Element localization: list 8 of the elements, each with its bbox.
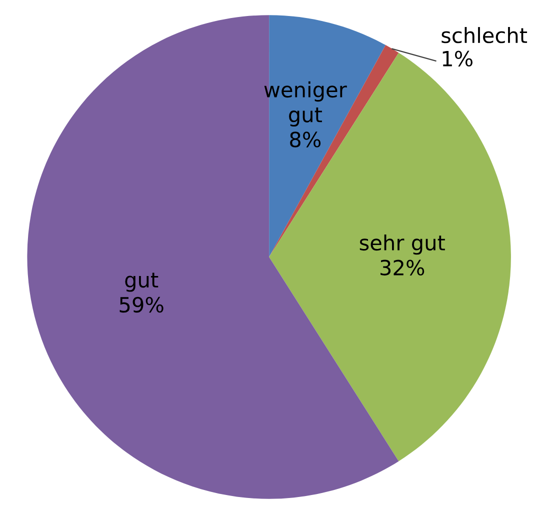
slice-label: gut [125,272,158,292]
data-label: 59% [120,296,164,313]
slice-label: weniger gut [264,81,347,127]
slice-label: sehr gut [360,234,445,255]
data-label: 32% [380,260,424,276]
data-label: 1% [442,50,472,67]
data-label: 8% [290,132,321,148]
slice-label: schlecht [442,27,528,44]
